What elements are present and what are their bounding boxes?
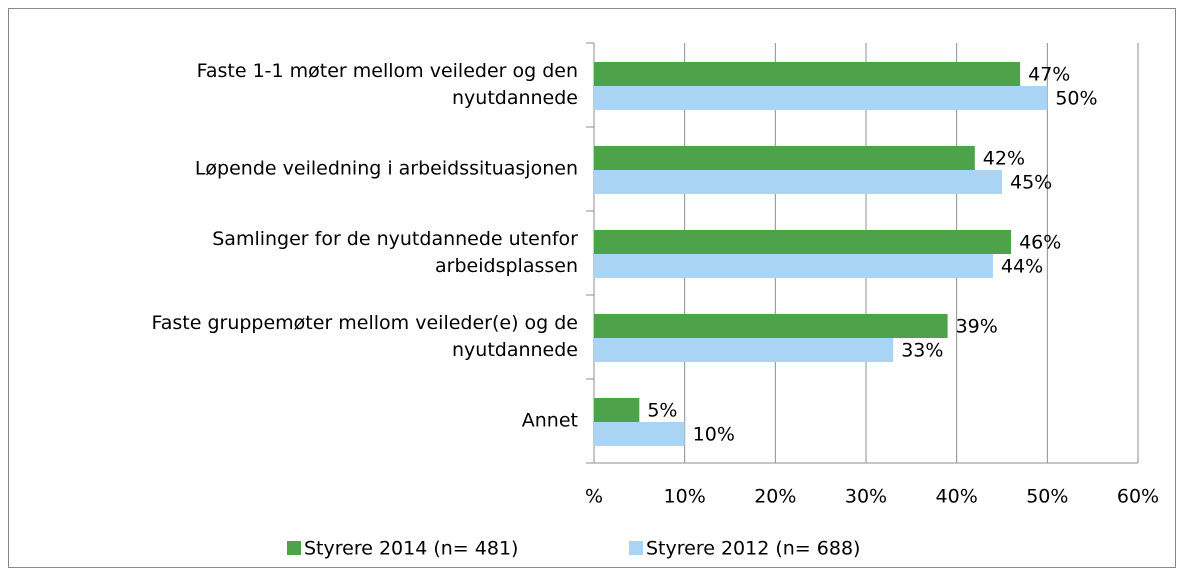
y-tick-label: Faste 1-1 møter mellom veileder og den — [197, 60, 578, 82]
y-tick-label: nyutdannede — [452, 87, 578, 109]
x-tick-label: % — [585, 486, 603, 508]
bar — [594, 170, 1002, 194]
bar — [594, 254, 993, 278]
bar — [594, 314, 948, 338]
bar — [594, 338, 894, 362]
data-label: 39% — [956, 316, 998, 338]
bar — [594, 146, 975, 170]
x-tick-label: 10% — [664, 486, 706, 508]
data-label: 50% — [1055, 88, 1097, 110]
bar — [594, 230, 1012, 254]
data-label: 46% — [1019, 232, 1061, 254]
legend-swatch — [287, 541, 301, 555]
data-label: 5% — [647, 400, 677, 422]
data-label: 33% — [901, 340, 943, 362]
legend-swatch — [629, 541, 643, 555]
bar — [594, 62, 1021, 86]
data-label: 44% — [1001, 256, 1043, 278]
y-tick-label: Løpende veiledning i arbeidssituasjonen — [195, 158, 578, 180]
x-tick-label: 40% — [936, 486, 978, 508]
y-tick-label: arbeidsplassen — [435, 255, 578, 277]
x-tick-label: 60% — [1117, 486, 1159, 508]
data-label: 45% — [1010, 172, 1052, 194]
data-label: 10% — [693, 424, 735, 446]
data-label: 42% — [983, 148, 1025, 170]
x-tick-label: 30% — [845, 486, 887, 508]
bar — [594, 422, 685, 446]
y-tick-label: Samlinger for de nyutdannede utenfor — [212, 228, 578, 250]
x-tick-label: 50% — [1026, 486, 1068, 508]
legend-label: Styrere 2014 (n= 481) — [304, 538, 518, 560]
y-tick-label: Annet — [522, 410, 578, 432]
y-tick-label: Faste gruppemøter mellom veileder(e) og … — [152, 312, 578, 334]
legend-label: Styrere 2012 (n= 688) — [646, 538, 860, 560]
x-tick-label: 20% — [754, 486, 796, 508]
y-tick-label: nyutdannede — [452, 339, 578, 361]
bar — [594, 86, 1048, 110]
data-label: 47% — [1028, 64, 1070, 86]
bar — [594, 398, 640, 422]
